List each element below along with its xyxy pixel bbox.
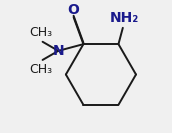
Text: CH₃: CH₃	[30, 63, 53, 76]
Text: NH₂: NH₂	[110, 11, 139, 25]
Text: O: O	[68, 3, 80, 17]
Text: N: N	[52, 44, 64, 58]
Text: CH₃: CH₃	[30, 26, 53, 39]
